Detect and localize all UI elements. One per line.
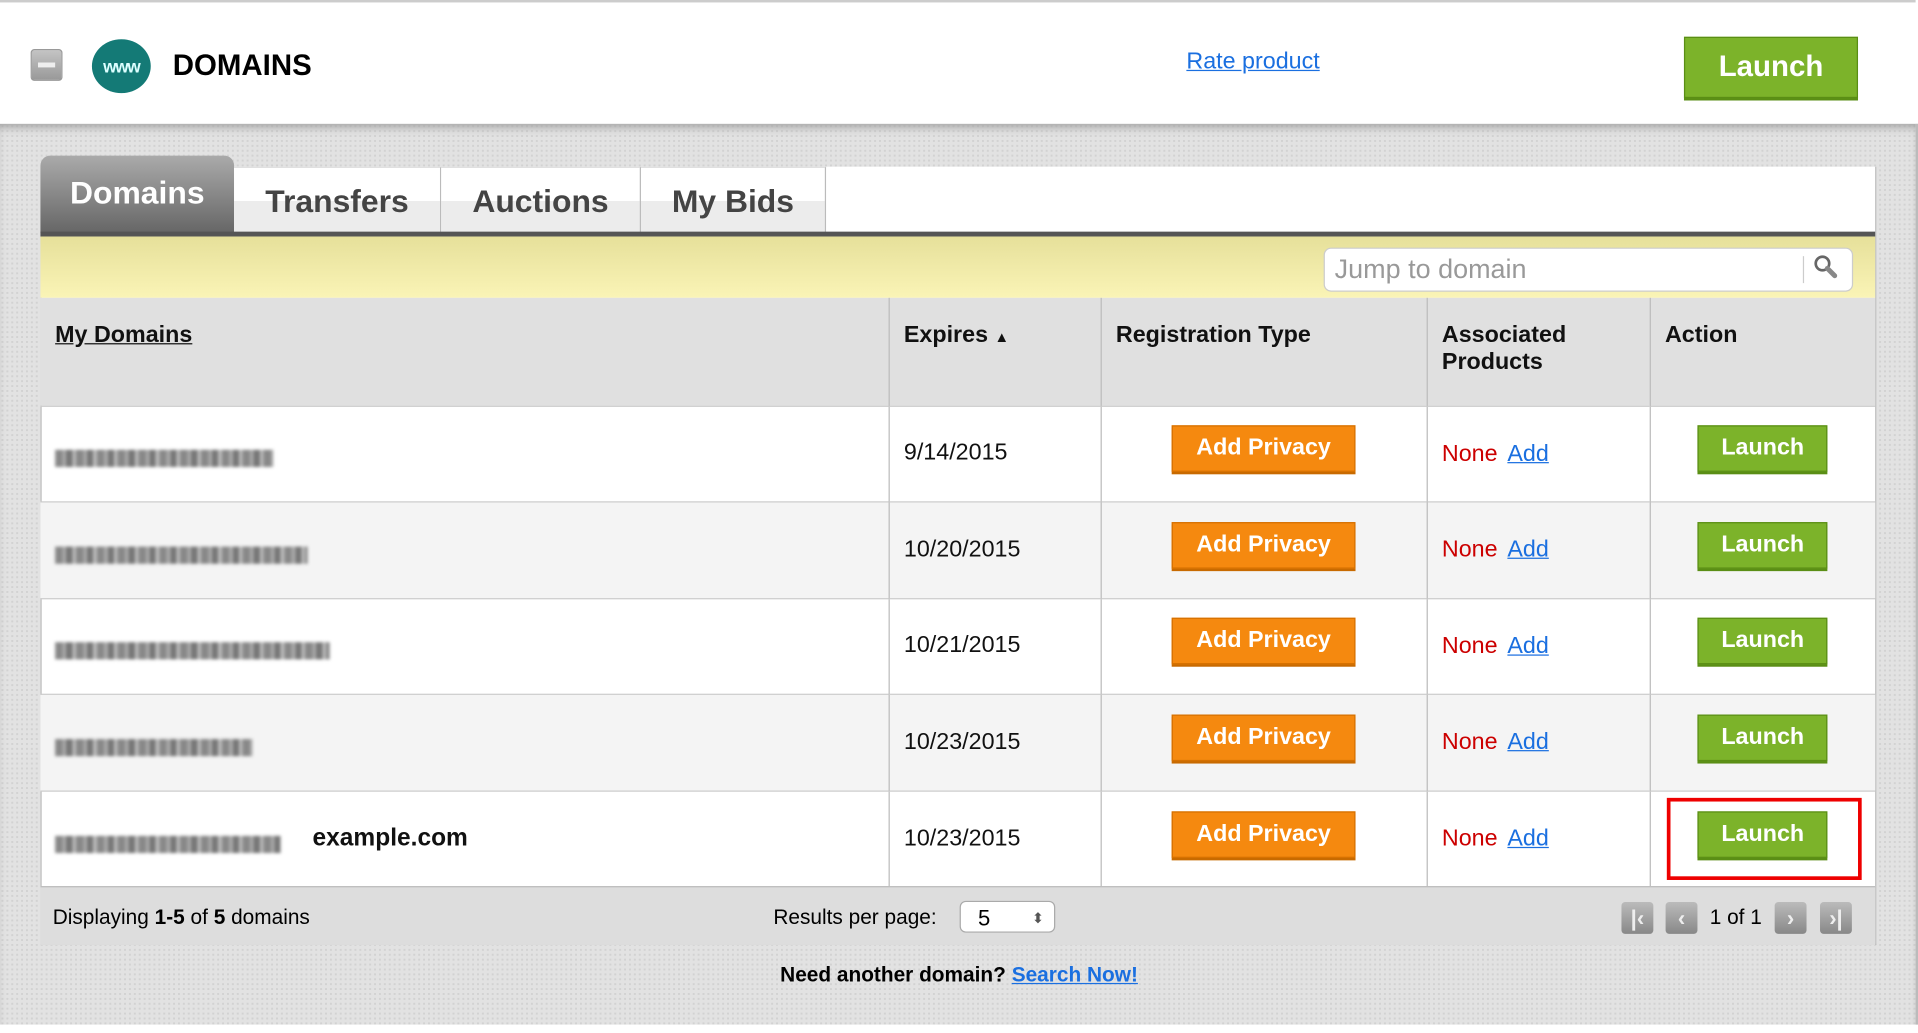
table-row: 10/23/2015 Add Privacy None Add Launch [40, 693, 1876, 791]
search-icon[interactable] [1813, 254, 1842, 283]
sort-ascending-icon: ▲ [994, 328, 1010, 346]
search-prompt: Need another domain? Search Now! [780, 963, 1138, 987]
domains-table: My Domains Expires ▲ Registration Type A… [40, 297, 1876, 887]
add-privacy-button[interactable]: Add Privacy [1171, 810, 1356, 858]
page-title: DOMAINS [172, 49, 312, 83]
products-none: None [1441, 440, 1498, 467]
launch-button[interactable]: Launch [1697, 810, 1828, 858]
launch-button[interactable]: Launch [1697, 618, 1828, 665]
highlight-box [1666, 797, 1862, 880]
add-privacy-button[interactable]: Add Privacy [1171, 618, 1356, 665]
redacted-domain-name [55, 450, 274, 468]
add-product-link[interactable]: Add [1507, 536, 1549, 563]
add-privacy-button[interactable]: Add Privacy [1171, 714, 1356, 761]
launch-button[interactable]: Launch [1697, 521, 1828, 569]
tab-domains[interactable]: Domains [40, 155, 235, 233]
launch-button-header[interactable]: Launch [1683, 36, 1859, 99]
column-header-my-domains[interactable]: My Domains [40, 297, 889, 406]
column-header-registration-type: Registration Type [1099, 297, 1427, 406]
table-footer: Displaying 1-5 of 5 domains Results per … [40, 886, 1876, 945]
search-divider [1802, 256, 1805, 284]
expires-date: 10/23/2015 [887, 693, 1101, 791]
launch-button[interactable]: Launch [1697, 714, 1828, 761]
table-row: 9/14/2015 Add Privacy None Add Launch [40, 405, 1876, 502]
jump-to-domain-input[interactable] [1332, 252, 1791, 287]
redacted-domain-name [55, 738, 253, 756]
tab-my-bids[interactable]: My Bids [640, 166, 827, 235]
add-privacy-button[interactable]: Add Privacy [1171, 521, 1356, 569]
jump-to-domain-field[interactable] [1323, 247, 1854, 292]
redacted-domain-name [55, 642, 330, 660]
redacted-domain-name [55, 546, 308, 564]
column-header-associated-products: Associated Products [1425, 297, 1650, 406]
domain-annotation: example.com [312, 824, 468, 852]
results-per-page-label: Results per page: [773, 905, 937, 930]
collapse-icon[interactable] [30, 49, 63, 81]
products-none: None [1441, 729, 1498, 755]
add-product-link[interactable]: Add [1507, 825, 1549, 852]
column-header-expires[interactable]: Expires ▲ [887, 297, 1101, 406]
tab-transfers[interactable]: Transfers [234, 166, 442, 235]
add-product-link[interactable]: Add [1507, 729, 1549, 755]
expires-date: 10/20/2015 [887, 501, 1101, 599]
add-product-link[interactable]: Add [1507, 440, 1549, 467]
displaying-count: Displaying 1-5 of 5 domains [52, 905, 310, 930]
search-now-link[interactable]: Search Now! [1011, 963, 1138, 987]
tab-auctions[interactable]: Auctions [441, 166, 641, 235]
last-page-icon[interactable]: ›| [1820, 902, 1852, 934]
products-none: None [1441, 536, 1498, 563]
add-product-link[interactable]: Add [1507, 633, 1549, 659]
products-none: None [1441, 825, 1498, 852]
table-row: 10/20/2015 Add Privacy None Add Launch [40, 501, 1876, 599]
app-header: www DOMAINS Rate product Launch [0, 0, 1916, 127]
page-info: 1 of 1 [1709, 905, 1762, 930]
expires-date: 10/21/2015 [887, 597, 1101, 695]
results-per-page-select[interactable]: 5 [959, 900, 1056, 934]
products-none: None [1441, 633, 1498, 659]
expires-date: 9/14/2015 [887, 405, 1101, 502]
launch-button[interactable]: Launch [1697, 425, 1828, 473]
expires-date: 10/23/2015 [887, 789, 1101, 887]
add-privacy-button[interactable]: Add Privacy [1171, 425, 1356, 473]
rate-product-link[interactable]: Rate product [1186, 49, 1320, 75]
table-row: example.com 10/23/2015 Add Privacy None A… [40, 789, 1876, 887]
column-header-action: Action [1649, 297, 1876, 406]
tab-divider [40, 231, 1876, 237]
www-globe-icon: www [91, 39, 151, 94]
first-page-icon[interactable]: |‹ [1621, 902, 1654, 934]
previous-page-icon[interactable]: ‹ [1665, 902, 1698, 934]
next-page-icon[interactable]: › [1774, 902, 1807, 934]
table-row: 10/21/2015 Add Privacy None Add Launch [40, 597, 1876, 695]
redacted-domain-name [55, 835, 281, 853]
